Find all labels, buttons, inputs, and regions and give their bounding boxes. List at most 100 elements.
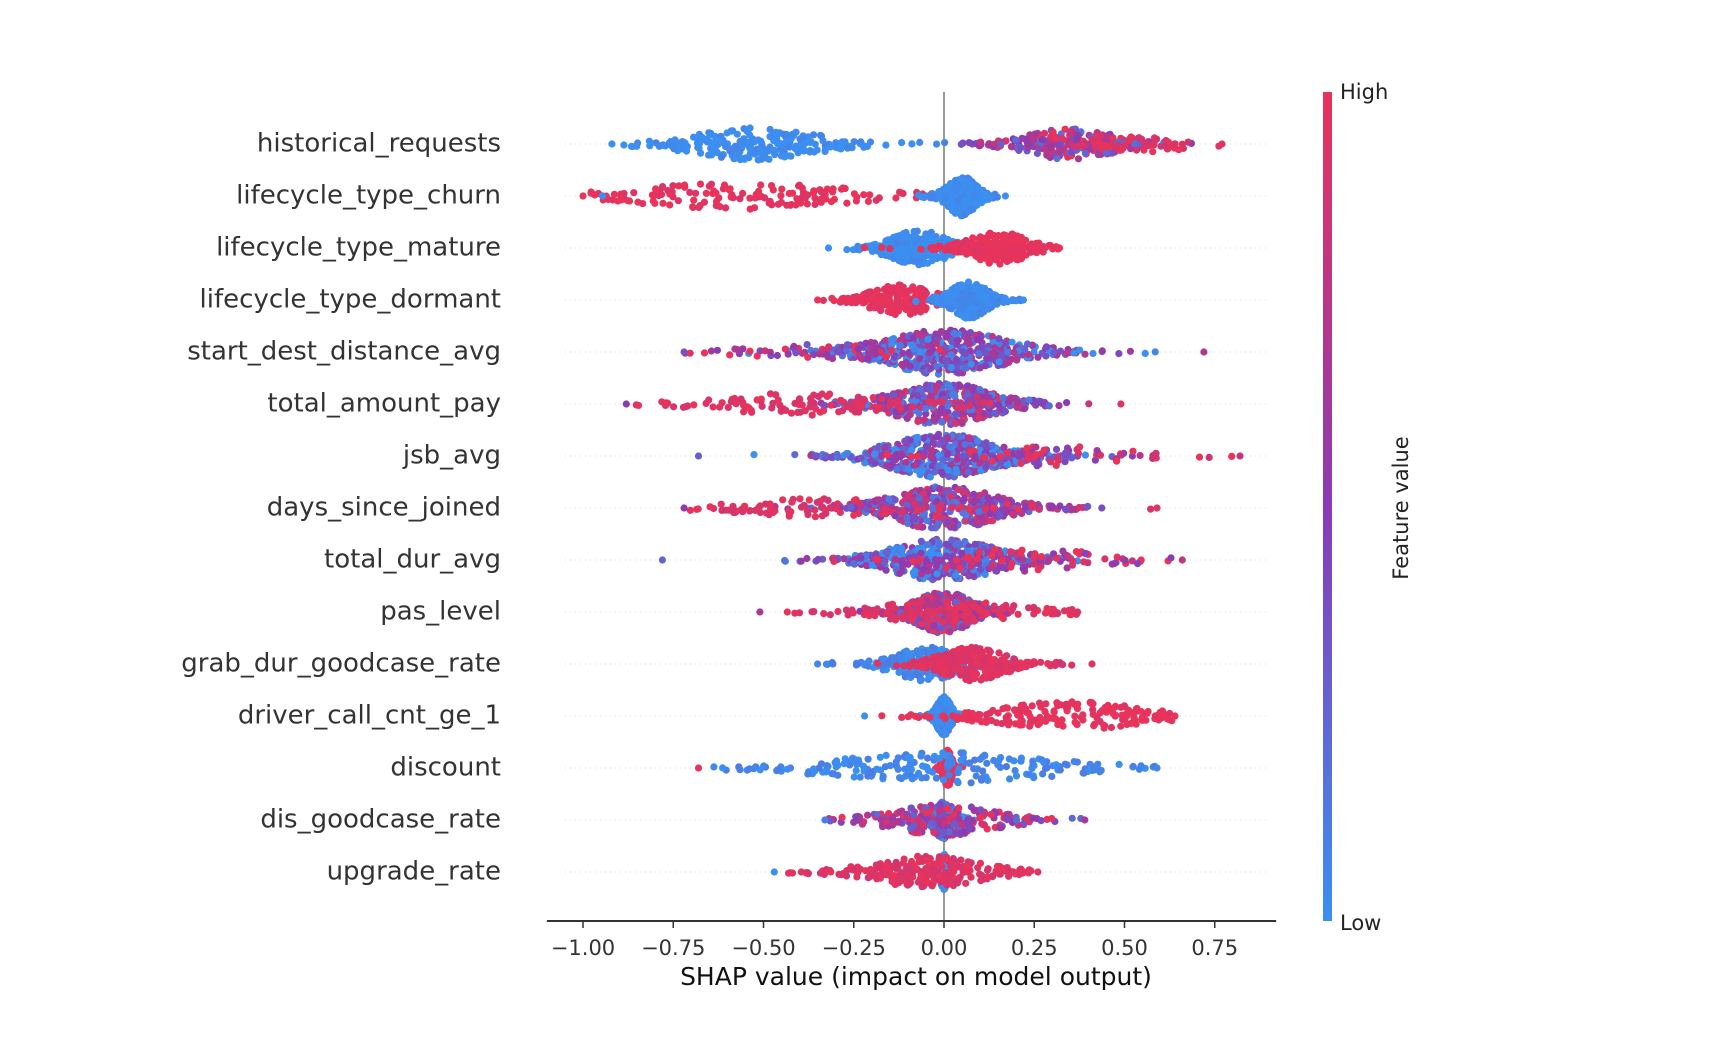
shap-point xyxy=(1002,295,1010,304)
shap-point xyxy=(896,569,904,578)
shap-point xyxy=(969,234,977,242)
shap-point xyxy=(707,347,716,355)
shap-point xyxy=(690,401,698,409)
shap-point xyxy=(979,248,987,256)
shap-point xyxy=(944,293,952,301)
shap-point xyxy=(716,403,724,411)
shap-point xyxy=(680,181,689,189)
shap-point xyxy=(795,182,803,190)
shap-point xyxy=(881,444,889,452)
shap-point xyxy=(950,391,959,399)
shap-point xyxy=(849,246,857,254)
shap-point xyxy=(953,356,961,364)
shap-point xyxy=(796,408,805,416)
shap-point xyxy=(814,555,822,564)
shap-point xyxy=(921,287,929,295)
shap-point xyxy=(998,351,1006,359)
shap-point xyxy=(1070,143,1078,151)
shap-point xyxy=(920,565,928,574)
shap-point xyxy=(990,504,998,512)
shap-point xyxy=(1053,155,1061,163)
shap-point xyxy=(733,130,741,138)
shap-point xyxy=(1081,149,1089,157)
shap-point xyxy=(966,402,974,410)
shap-point xyxy=(735,350,744,358)
shap-point xyxy=(805,496,813,504)
shap-point xyxy=(689,203,697,212)
shap-point xyxy=(792,201,800,209)
shap-point xyxy=(999,247,1007,255)
shap-point xyxy=(804,353,812,361)
shap-point xyxy=(892,194,900,202)
shap-point xyxy=(1006,256,1014,264)
shap-point xyxy=(803,200,812,208)
shap-point xyxy=(984,494,992,502)
shap-point xyxy=(702,189,710,197)
shap-point xyxy=(961,364,969,372)
shap-point xyxy=(811,513,820,521)
shap-point xyxy=(956,382,964,390)
shap-point xyxy=(898,507,907,515)
shap-point xyxy=(753,352,761,360)
shap-point xyxy=(963,309,971,317)
shap-point xyxy=(847,503,855,511)
shap-point xyxy=(692,189,700,197)
shap-point xyxy=(999,394,1007,402)
shap-point xyxy=(797,503,806,511)
shap-point xyxy=(882,141,890,149)
shap-point xyxy=(958,549,966,557)
shap-point xyxy=(946,180,955,188)
shap-point xyxy=(1121,142,1129,150)
shap-point xyxy=(1058,134,1066,142)
shap-point xyxy=(970,284,979,292)
shap-point xyxy=(890,353,898,361)
shap-point xyxy=(1048,502,1056,510)
shap-point xyxy=(947,492,955,500)
shap-point xyxy=(967,205,976,213)
shap-point xyxy=(963,285,971,294)
shap-point xyxy=(1090,137,1098,145)
shap-point xyxy=(1081,451,1089,459)
shap-point xyxy=(679,403,688,411)
shap-point xyxy=(1035,505,1043,513)
shap-point xyxy=(680,348,688,356)
shap-point xyxy=(920,416,928,424)
shap-point xyxy=(1121,556,1129,565)
shap-point xyxy=(827,401,835,409)
shap-point xyxy=(944,450,952,458)
shap-point xyxy=(850,511,858,519)
shap-point xyxy=(833,505,841,513)
shap-point xyxy=(1053,554,1061,562)
shap-point xyxy=(904,465,913,473)
shap-point xyxy=(670,403,678,411)
shap-point xyxy=(964,382,972,390)
shap-point xyxy=(1008,297,1017,305)
shap-point xyxy=(787,152,795,160)
shap-point xyxy=(841,184,849,193)
shap-point xyxy=(850,496,859,504)
shap-point xyxy=(1153,504,1161,512)
shap-point xyxy=(933,140,941,148)
shap-point xyxy=(939,295,947,303)
shap-point xyxy=(1147,505,1155,513)
shap-point xyxy=(812,452,820,460)
shap-point xyxy=(1059,547,1067,555)
shap-point xyxy=(1084,502,1092,510)
shap-point xyxy=(898,139,906,147)
shap-point xyxy=(975,548,983,556)
shap-point xyxy=(902,233,910,241)
shap-point xyxy=(1161,142,1169,150)
shap-point xyxy=(953,455,961,464)
shap-point xyxy=(1004,358,1012,366)
shap-point xyxy=(886,283,894,292)
shap-point xyxy=(937,501,945,510)
shap-point xyxy=(984,141,993,149)
shap-point xyxy=(996,452,1004,460)
shap-point xyxy=(911,500,919,508)
shap-point xyxy=(1010,348,1018,357)
shap-point xyxy=(741,502,749,510)
shap-point xyxy=(752,190,760,198)
shap-point xyxy=(1008,559,1016,568)
shap-point xyxy=(690,133,698,141)
shap-point xyxy=(814,296,822,304)
